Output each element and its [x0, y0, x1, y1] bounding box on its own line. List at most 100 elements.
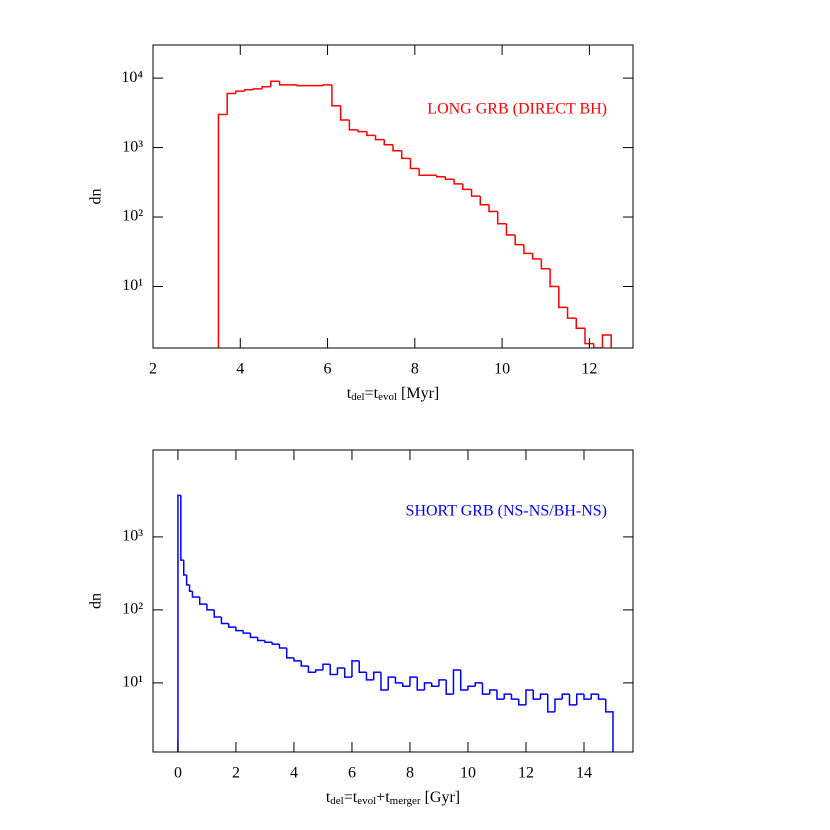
histogram-step	[575, 318, 585, 330]
histogram-step	[235, 627, 244, 632]
histogram-step	[339, 105, 350, 121]
histogram-step	[329, 664, 338, 676]
histogram-step	[366, 131, 376, 137]
y-tick-label: 10²	[122, 601, 143, 618]
histogram-step	[394, 677, 403, 684]
histogram-step	[300, 660, 309, 667]
y-axis-label: dn	[88, 593, 105, 609]
histogram-step	[514, 235, 524, 246]
x-tick-label: 8	[406, 765, 414, 782]
histogram-step	[380, 672, 389, 691]
histogram-step	[392, 144, 402, 152]
annotation: SHORT GRB (NS-NS/BH-NS)	[406, 503, 607, 520]
histogram-step	[496, 689, 505, 700]
histogram-step	[243, 89, 254, 92]
histogram-step	[185, 575, 190, 586]
histogram-step	[444, 176, 455, 180]
x-axis-label-part: del	[351, 391, 364, 403]
histogram-step	[532, 689, 541, 700]
y-tick-label: 10⁴	[121, 69, 143, 86]
x-tick-label: 8	[411, 361, 419, 378]
histogram-step	[470, 189, 481, 197]
histogram-step	[372, 671, 381, 680]
histogram-step	[554, 698, 563, 712]
histogram-step	[418, 168, 428, 176]
histogram-step	[401, 682, 410, 687]
histogram-step	[583, 694, 592, 700]
x-tick-label: 14	[576, 765, 592, 782]
y-axis-label: dn	[88, 189, 105, 205]
histogram-step	[467, 685, 476, 690]
x-axis-label-part: merger	[390, 795, 421, 807]
histogram-step	[256, 637, 265, 642]
plot-frame	[152, 449, 634, 753]
histogram-step	[503, 693, 512, 700]
histogram-step	[365, 672, 374, 681]
histogram-step	[400, 150, 411, 160]
data-layer	[217, 80, 612, 348]
x-axis-label-part: t	[347, 385, 352, 402]
histogram-step	[336, 667, 345, 675]
histogram-step	[531, 253, 542, 260]
x-axis-label-part: del	[330, 795, 343, 807]
x-tick-label: 4	[236, 361, 244, 378]
x-axis-label-part: [Myr]	[397, 385, 439, 402]
histogram-step	[488, 204, 498, 213]
histogram-step	[296, 84, 306, 87]
histogram-step	[409, 158, 420, 170]
x-tick-label: 10	[494, 361, 510, 378]
histogram-step	[227, 623, 236, 628]
x-axis-label-part: t	[326, 789, 331, 806]
x-axis-label-part: +t	[376, 789, 390, 806]
histogram-step	[285, 648, 294, 659]
histogram-step	[293, 657, 302, 662]
histogram-step	[271, 642, 280, 645]
histogram-step	[435, 175, 446, 178]
histogram-step	[307, 666, 316, 673]
histogram-step	[314, 669, 323, 673]
x-tick-label: 12	[518, 765, 534, 782]
data-layer	[177, 494, 614, 752]
x-axis-label-part: =t	[365, 385, 379, 402]
panel: 2 4 6 8 10 12 10¹ 10² 10³ 10⁴ dn tdel=tevol [Myr] LO…	[88, 44, 634, 403]
histogram-step	[252, 88, 263, 90]
x-tick-label: 2	[149, 361, 157, 378]
histogram-step	[462, 183, 472, 191]
histogram-step	[416, 677, 425, 691]
histogram-step	[322, 84, 332, 86]
histogram-step	[430, 682, 439, 687]
histogram-step	[177, 494, 181, 752]
histogram-step	[592, 343, 603, 348]
histogram-step	[510, 694, 519, 700]
x-axis-label-part: evol	[357, 795, 376, 807]
x-tick-label: 0	[174, 765, 182, 782]
histogram-step	[182, 560, 187, 576]
y-tick-label: 10²	[122, 208, 143, 225]
x-tick-label: 6	[348, 765, 356, 782]
histogram-step	[568, 694, 577, 706]
plot-frame	[152, 44, 634, 349]
histogram-step	[474, 682, 483, 687]
histogram-step	[387, 676, 396, 690]
histogram-step	[278, 644, 287, 649]
histogram-step	[523, 244, 533, 255]
histogram-step	[445, 679, 454, 695]
histogram-step	[264, 640, 273, 644]
histogram-step	[479, 196, 489, 206]
histogram-step	[525, 689, 534, 705]
x-tick-label: 6	[324, 361, 332, 378]
histogram-step	[206, 604, 215, 611]
histogram-step	[546, 694, 555, 713]
histogram-step	[220, 616, 229, 625]
histogram-step	[517, 699, 526, 706]
histogram-step	[452, 669, 461, 695]
histogram-step	[249, 633, 258, 639]
x-tick-label: 10	[460, 765, 476, 782]
histogram-step	[575, 693, 584, 705]
histogram-step	[343, 667, 352, 678]
annotation: LONG GRB (DIRECT BH)	[427, 101, 607, 118]
x-tick-label: 4	[290, 765, 298, 782]
histogram-step	[198, 597, 207, 605]
histogram-step	[566, 307, 577, 319]
